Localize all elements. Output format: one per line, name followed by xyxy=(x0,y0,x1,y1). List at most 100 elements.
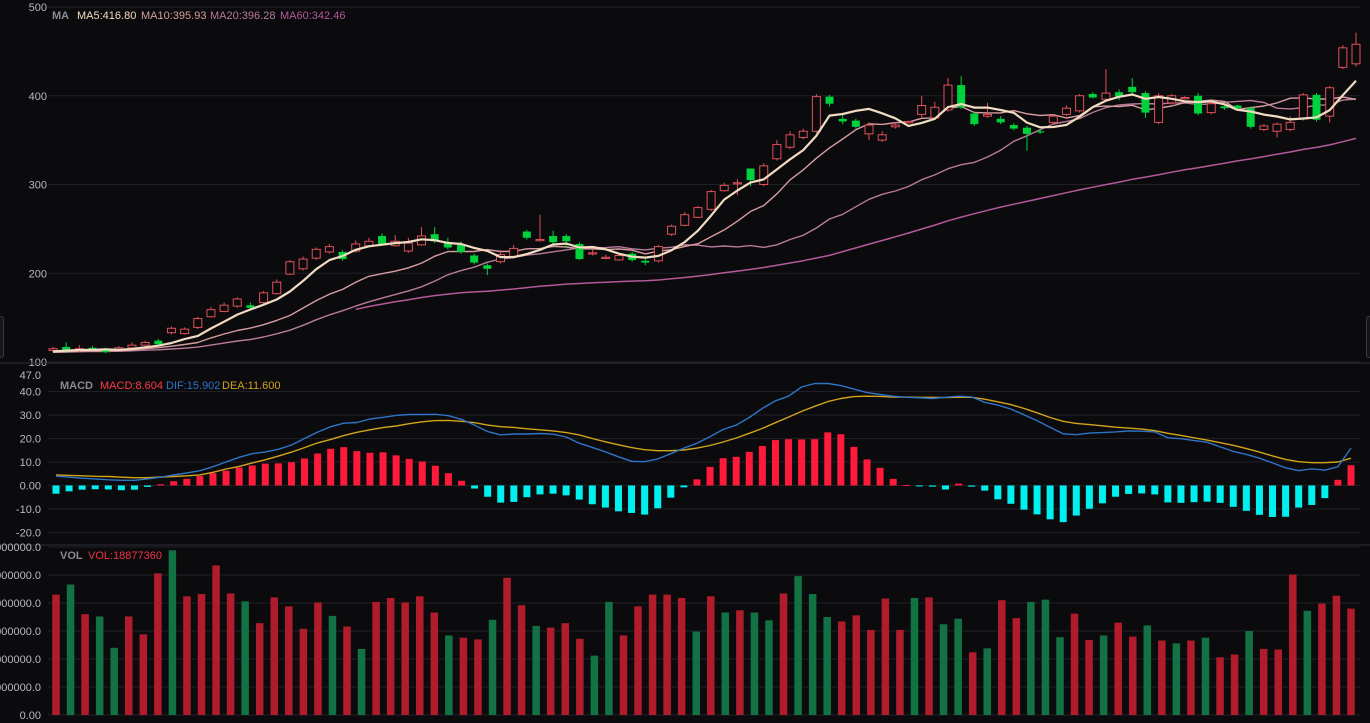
volume-bar xyxy=(576,638,584,715)
macd-bar xyxy=(327,448,335,486)
volume-bar xyxy=(226,593,235,715)
candle-body-up xyxy=(351,243,361,252)
macd-bar xyxy=(785,439,793,486)
macd-legend-title: MACD xyxy=(60,380,93,392)
macd-bar xyxy=(1164,485,1172,503)
candle xyxy=(166,326,176,335)
volume-bar xyxy=(386,597,395,715)
macd-bar xyxy=(170,481,178,486)
candle-body-down xyxy=(1312,94,1321,120)
volume-bar xyxy=(1347,608,1355,715)
volume-bar xyxy=(95,616,104,715)
candle-body-down xyxy=(1246,108,1255,127)
volume-bar xyxy=(998,600,1006,715)
volume-bar xyxy=(430,612,439,715)
macd-bar xyxy=(1347,465,1355,486)
macd-bar xyxy=(798,439,806,486)
candle-body-up xyxy=(140,341,150,346)
candle xyxy=(1154,93,1164,125)
candle-body-down xyxy=(88,347,97,350)
macd-bar xyxy=(1112,485,1120,497)
macd-bar xyxy=(418,461,426,486)
candle-body-down xyxy=(1009,125,1018,129)
candle-body-down xyxy=(1220,106,1229,109)
volume-tick-label: 20000000.0 xyxy=(0,598,41,610)
volume-bar xyxy=(663,594,671,715)
volume-bar xyxy=(1114,622,1122,715)
macd-bar xyxy=(575,485,583,500)
ma60-line xyxy=(355,137,1357,311)
volume-bar xyxy=(1172,643,1181,715)
candle-body-up xyxy=(588,252,598,255)
left-scroll-handle[interactable] xyxy=(0,316,4,358)
candle xyxy=(680,212,690,227)
macd-bar xyxy=(274,463,282,486)
volume-bar xyxy=(1099,635,1108,715)
candle-body-down xyxy=(825,96,834,104)
macd-bar xyxy=(1321,485,1329,499)
macd-bar xyxy=(654,485,662,509)
candle xyxy=(759,163,769,187)
candle-body-up xyxy=(1154,95,1164,123)
volume-panel: 0.00 5000000.0 10000000.0 15000000.0 2000000… xyxy=(0,542,1360,722)
macd-bar xyxy=(850,446,858,486)
macd-bar xyxy=(1269,485,1277,517)
macd-tick-label: -20.0 xyxy=(16,527,41,539)
candle xyxy=(483,263,492,276)
candle xyxy=(982,102,992,118)
volume-bar xyxy=(270,597,279,715)
candle-body-up xyxy=(1285,121,1295,130)
candle xyxy=(693,205,703,219)
candle xyxy=(798,128,808,140)
macd-bar xyxy=(1190,485,1198,503)
volume-bar xyxy=(299,628,308,715)
volume-bar xyxy=(488,619,497,715)
macd-bar xyxy=(523,485,531,498)
volume-bar xyxy=(197,594,206,715)
volume-bar xyxy=(1289,574,1297,715)
price-tick-label: 300 xyxy=(29,180,47,192)
macd-bar xyxy=(314,453,322,486)
volume-bar xyxy=(343,626,351,715)
volume-bars xyxy=(52,550,1355,715)
volume-bar xyxy=(474,639,482,715)
volume-bar xyxy=(314,602,322,715)
volume-bar xyxy=(1201,637,1210,715)
candle xyxy=(588,249,598,256)
candle xyxy=(246,302,255,309)
macd-bar xyxy=(732,456,740,486)
macd-bar xyxy=(144,485,152,487)
candle-body-up xyxy=(193,318,203,328)
macd-bar xyxy=(222,470,230,486)
candle-body-up xyxy=(904,120,914,124)
volume-bar xyxy=(401,602,409,715)
macd-bar xyxy=(405,458,413,486)
candle-body-down xyxy=(443,242,452,248)
macd-bar xyxy=(628,485,636,513)
macd-bar xyxy=(562,485,570,496)
candle xyxy=(1220,104,1229,110)
candle-body-up xyxy=(180,328,190,335)
volume-bar xyxy=(183,596,191,715)
volume-bar xyxy=(896,629,904,715)
volume-bar xyxy=(81,614,89,715)
candle xyxy=(549,230,558,244)
macd-bar xyxy=(824,432,832,486)
volume-bar xyxy=(1012,618,1021,715)
macd-bar xyxy=(183,478,191,486)
candle-body-up xyxy=(1180,97,1190,100)
candle xyxy=(127,342,137,349)
candle xyxy=(641,259,650,266)
macd-bar xyxy=(1203,485,1211,502)
candle xyxy=(970,111,979,126)
volume-bar xyxy=(52,594,60,715)
macd-bar xyxy=(994,485,1002,500)
right-scroll-handle[interactable] xyxy=(1366,316,1370,358)
candle-body-up xyxy=(272,281,282,295)
ma-legend-title: MA xyxy=(52,10,69,22)
candle-body-up xyxy=(1048,115,1058,123)
macd-bar xyxy=(693,479,701,486)
volume-y-axis: 0.00 5000000.0 10000000.0 15000000.0 2000000… xyxy=(0,542,41,722)
macd-bar xyxy=(1282,485,1290,517)
candle-body-up xyxy=(890,124,900,128)
